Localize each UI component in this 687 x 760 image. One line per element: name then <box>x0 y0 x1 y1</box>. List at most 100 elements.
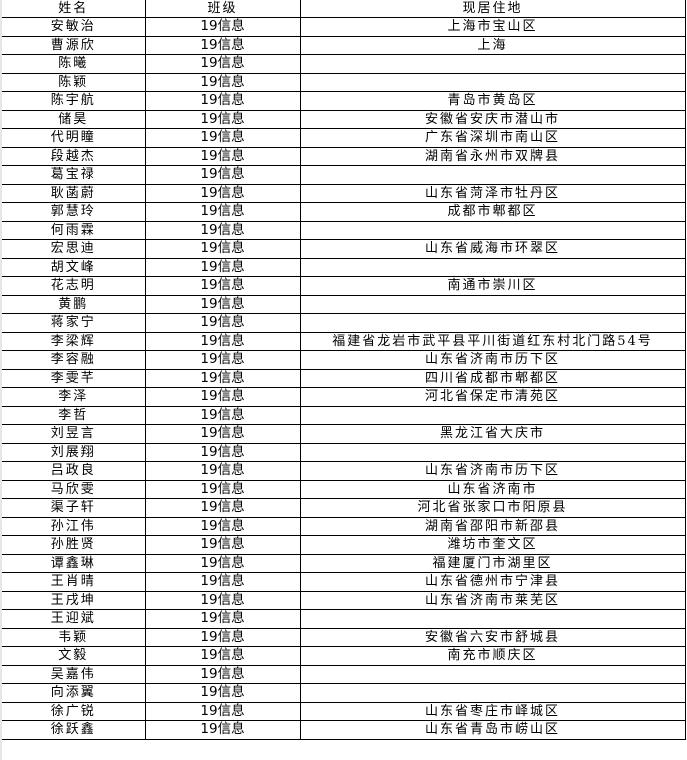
cell-class[interactable]: 19信息 <box>144 72 301 92</box>
cell-class[interactable]: 19信息 <box>144 257 301 277</box>
cell-class[interactable]: 19信息 <box>144 202 301 222</box>
cell-address[interactable] <box>299 664 686 684</box>
cell-class[interactable]: 19信息 <box>144 239 301 259</box>
cell-class[interactable]: 19信息 <box>144 664 301 684</box>
cell-name[interactable]: 陈颖 <box>2 72 146 92</box>
cell-address[interactable] <box>299 683 686 703</box>
cell-address[interactable]: 河北省保定市清苑区 <box>299 387 686 407</box>
cell-class[interactable]: 19信息 <box>144 479 301 499</box>
cell-address[interactable] <box>299 54 686 74</box>
cell-class[interactable]: 19信息 <box>144 683 301 703</box>
cell-address[interactable]: 成都市郫都区 <box>299 202 686 222</box>
cell-class[interactable]: 19信息 <box>144 609 301 629</box>
cell-name[interactable]: 宏思迪 <box>2 239 146 259</box>
cell-class[interactable]: 19信息 <box>144 109 301 129</box>
cell-name[interactable]: 刘昱言 <box>2 424 146 444</box>
cell-address[interactable]: 山东省济南市历下区 <box>299 350 686 370</box>
cell-class[interactable]: 19信息 <box>144 720 301 740</box>
header-name[interactable]: 姓名 <box>2 0 146 18</box>
header-class[interactable]: 班级 <box>144 0 301 18</box>
cell-address[interactable]: 湖南省邵阳市新邵县 <box>299 516 686 536</box>
cell-class[interactable]: 19信息 <box>144 331 301 351</box>
cell-class[interactable]: 19信息 <box>144 128 301 148</box>
cell-name[interactable]: 王迎斌 <box>2 609 146 629</box>
cell-name[interactable]: 储昊 <box>2 109 146 129</box>
cell-class[interactable]: 19信息 <box>144 220 301 240</box>
cell-class[interactable]: 19信息 <box>144 405 301 425</box>
cell-name[interactable]: 孙江伟 <box>2 516 146 536</box>
cell-address[interactable]: 山东省济南市 <box>299 479 686 499</box>
cell-name[interactable]: 文毅 <box>2 646 146 666</box>
cell-name[interactable]: 王肖晴 <box>2 572 146 592</box>
cell-name[interactable]: 徐广锐 <box>2 701 146 721</box>
cell-address[interactable] <box>299 313 686 333</box>
cell-class[interactable]: 19信息 <box>144 17 301 37</box>
cell-name[interactable]: 花志明 <box>2 276 146 296</box>
cell-address[interactable]: 山东省德州市宁津县 <box>299 572 686 592</box>
cell-name[interactable]: 陈宇航 <box>2 91 146 111</box>
cell-name[interactable]: 何雨霖 <box>2 220 146 240</box>
cell-name[interactable]: 王戌坤 <box>2 590 146 610</box>
cell-class[interactable]: 19信息 <box>144 516 301 536</box>
cell-name[interactable]: 李雯芊 <box>2 368 146 388</box>
cell-class[interactable]: 19信息 <box>144 627 301 647</box>
cell-address[interactable]: 山东省菏泽市牡丹区 <box>299 183 686 203</box>
cell-name[interactable]: 陈曦 <box>2 54 146 74</box>
cell-address[interactable] <box>299 294 686 314</box>
cell-address[interactable]: 上海 <box>299 35 686 55</box>
cell-name[interactable]: 韦颖 <box>2 627 146 647</box>
cell-name[interactable]: 蒋家宁 <box>2 313 146 333</box>
cell-address[interactable]: 青岛市黄岛区 <box>299 91 686 111</box>
cell-class[interactable]: 19信息 <box>144 461 301 481</box>
cell-class[interactable]: 19信息 <box>144 387 301 407</box>
cell-name[interactable]: 李容融 <box>2 350 146 370</box>
cell-address[interactable] <box>299 165 686 185</box>
cell-name[interactable]: 马欣雯 <box>2 479 146 499</box>
cell-address[interactable] <box>299 220 686 240</box>
cell-name[interactable]: 耿菡蔚 <box>2 183 146 203</box>
cell-address[interactable]: 广东省深圳市南山区 <box>299 128 686 148</box>
cell-name[interactable]: 刘展翔 <box>2 442 146 462</box>
cell-address[interactable]: 福建厦门市湖里区 <box>299 553 686 573</box>
cell-name[interactable]: 谭鑫琳 <box>2 553 146 573</box>
header-address[interactable]: 现居住地 <box>299 0 686 18</box>
cell-class[interactable]: 19信息 <box>144 183 301 203</box>
cell-name[interactable]: 渠子轩 <box>2 498 146 518</box>
cell-class[interactable]: 19信息 <box>144 553 301 573</box>
cell-address[interactable]: 山东省枣庄市峄城区 <box>299 701 686 721</box>
cell-class[interactable]: 19信息 <box>144 54 301 74</box>
cell-name[interactable]: 李梁辉 <box>2 331 146 351</box>
cell-class[interactable]: 19信息 <box>144 646 301 666</box>
cell-address[interactable] <box>299 257 686 277</box>
cell-address[interactable] <box>299 405 686 425</box>
cell-address[interactable]: 山东省济南市历下区 <box>299 461 686 481</box>
cell-address[interactable]: 福建省龙岩市武平县平川街道红东村北门路54号 <box>299 331 686 351</box>
cell-name[interactable]: 胡文峰 <box>2 257 146 277</box>
cell-class[interactable]: 19信息 <box>144 165 301 185</box>
cell-class[interactable]: 19信息 <box>144 498 301 518</box>
cell-name[interactable]: 葛宝禄 <box>2 165 146 185</box>
cell-name[interactable]: 李哲 <box>2 405 146 425</box>
cell-name[interactable]: 安敏治 <box>2 17 146 37</box>
cell-address[interactable]: 南充市顺庆区 <box>299 646 686 666</box>
cell-class[interactable]: 19信息 <box>144 91 301 111</box>
cell-name[interactable]: 黄鹏 <box>2 294 146 314</box>
cell-name[interactable]: 徐跃鑫 <box>2 720 146 740</box>
cell-class[interactable]: 19信息 <box>144 424 301 444</box>
cell-name[interactable]: 郭慧玲 <box>2 202 146 222</box>
cell-address[interactable]: 河北省张家口市阳原县 <box>299 498 686 518</box>
cell-address[interactable]: 山东省威海市环翠区 <box>299 239 686 259</box>
cell-class[interactable]: 19信息 <box>144 146 301 166</box>
cell-class[interactable]: 19信息 <box>144 350 301 370</box>
cell-name[interactable]: 曹源欣 <box>2 35 146 55</box>
cell-address[interactable]: 潍坊市奎文区 <box>299 535 686 555</box>
cell-class[interactable]: 19信息 <box>144 368 301 388</box>
cell-address[interactable]: 黑龙江省大庆市 <box>299 424 686 444</box>
cell-class[interactable]: 19信息 <box>144 313 301 333</box>
cell-class[interactable]: 19信息 <box>144 442 301 462</box>
cell-address[interactable]: 上海市宝山区 <box>299 17 686 37</box>
cell-address[interactable]: 安徽省六安市舒城县 <box>299 627 686 647</box>
cell-address[interactable]: 山东省青岛市崂山区 <box>299 720 686 740</box>
cell-name[interactable]: 孙胜贤 <box>2 535 146 555</box>
cell-name[interactable]: 段越杰 <box>2 146 146 166</box>
